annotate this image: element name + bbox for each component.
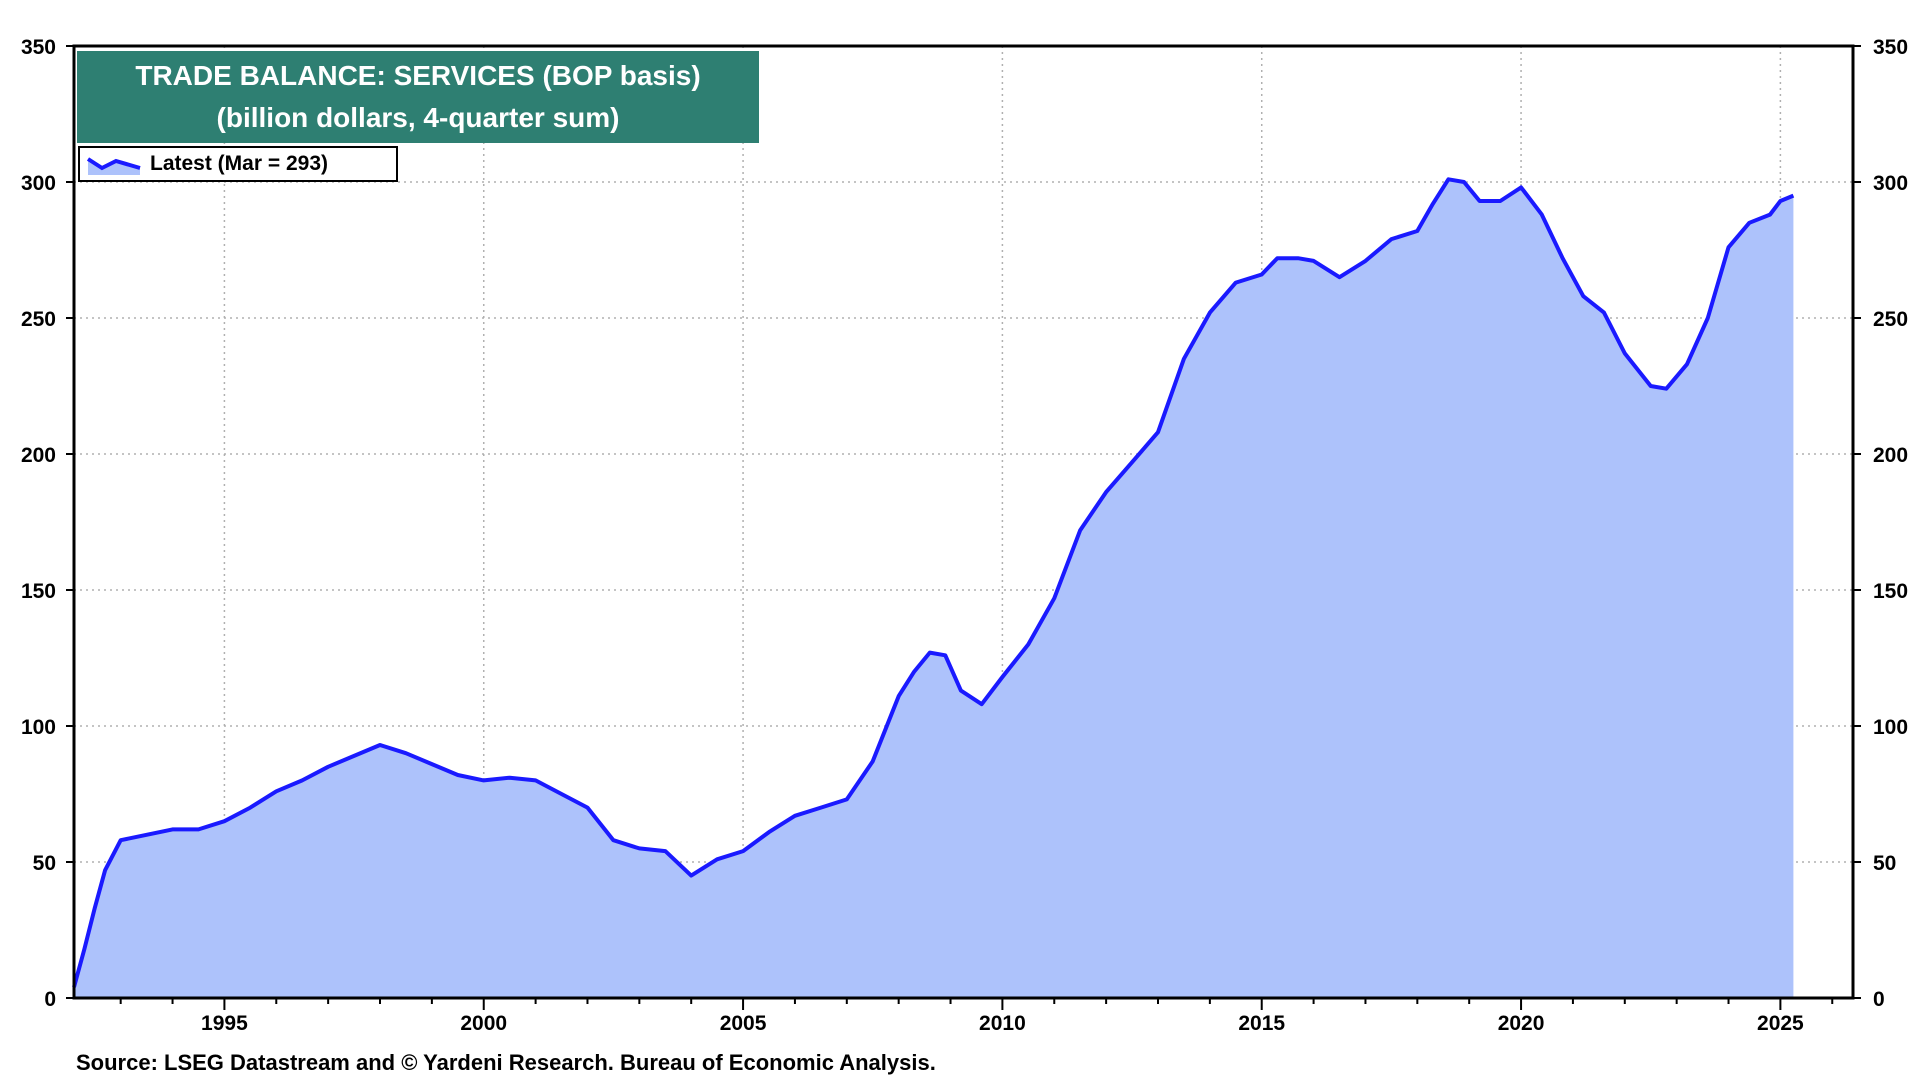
series-line xyxy=(72,177,1795,988)
area-fill xyxy=(74,179,1794,999)
y-tick-label-right: 150 xyxy=(1873,580,1908,603)
y-tick-label-right: 300 xyxy=(1873,172,1908,195)
x-axis: 1995 2000 2005 2010 2015 2020 2025 xyxy=(119,998,1834,1035)
chart-title-box: TRADE BALANCE: SERVICES (BOP basis) (bil… xyxy=(77,51,759,143)
legend-label: Latest (Mar = 293) xyxy=(150,152,328,175)
x-tick-label: 2020 xyxy=(1498,1012,1545,1035)
y-tick-label: 150 xyxy=(21,580,56,603)
y-tick-label-right: 50 xyxy=(1873,852,1896,875)
y-tick-label-right: 100 xyxy=(1873,716,1908,739)
y-axis-left: 0 50 100 150 200 250 300 350 xyxy=(21,36,74,1011)
x-tick-label: 2000 xyxy=(460,1012,507,1035)
chart-title: TRADE BALANCE: SERVICES (BOP basis) xyxy=(135,60,701,91)
chart-subtitle: (billion dollars, 4-quarter sum) xyxy=(216,102,620,133)
y-tick-label: 250 xyxy=(21,308,56,331)
y-axis-right: 0 50 100 150 200 250 300 350 xyxy=(1853,36,1908,1011)
y-tick-label-right: 350 xyxy=(1873,36,1908,59)
plot-frame xyxy=(72,44,1855,1000)
y-tick-label: 300 xyxy=(21,172,56,195)
y-tick-label: 50 xyxy=(33,852,56,875)
x-tick-label: 2005 xyxy=(720,1012,767,1035)
y-tick-label-right: 250 xyxy=(1873,308,1908,331)
source-note: Source: LSEG Datastream and © Yardeni Re… xyxy=(76,1050,936,1075)
y-tick-label: 100 xyxy=(21,716,56,739)
x-tick-label: 2015 xyxy=(1238,1012,1285,1035)
y-tick-label-right: 200 xyxy=(1873,444,1908,467)
y-tick-label-right: 0 xyxy=(1873,988,1885,1011)
y-tick-label: 350 xyxy=(21,36,56,59)
x-tick-label: 1995 xyxy=(201,1012,248,1035)
y-tick-label: 200 xyxy=(21,444,56,467)
x-tick-label: 2010 xyxy=(979,1012,1026,1035)
y-tick-label: 0 xyxy=(44,988,56,1011)
x-tick-label: 2025 xyxy=(1757,1012,1804,1035)
legend: Latest (Mar = 293) xyxy=(78,146,398,182)
legend-swatch-icon xyxy=(86,157,141,175)
